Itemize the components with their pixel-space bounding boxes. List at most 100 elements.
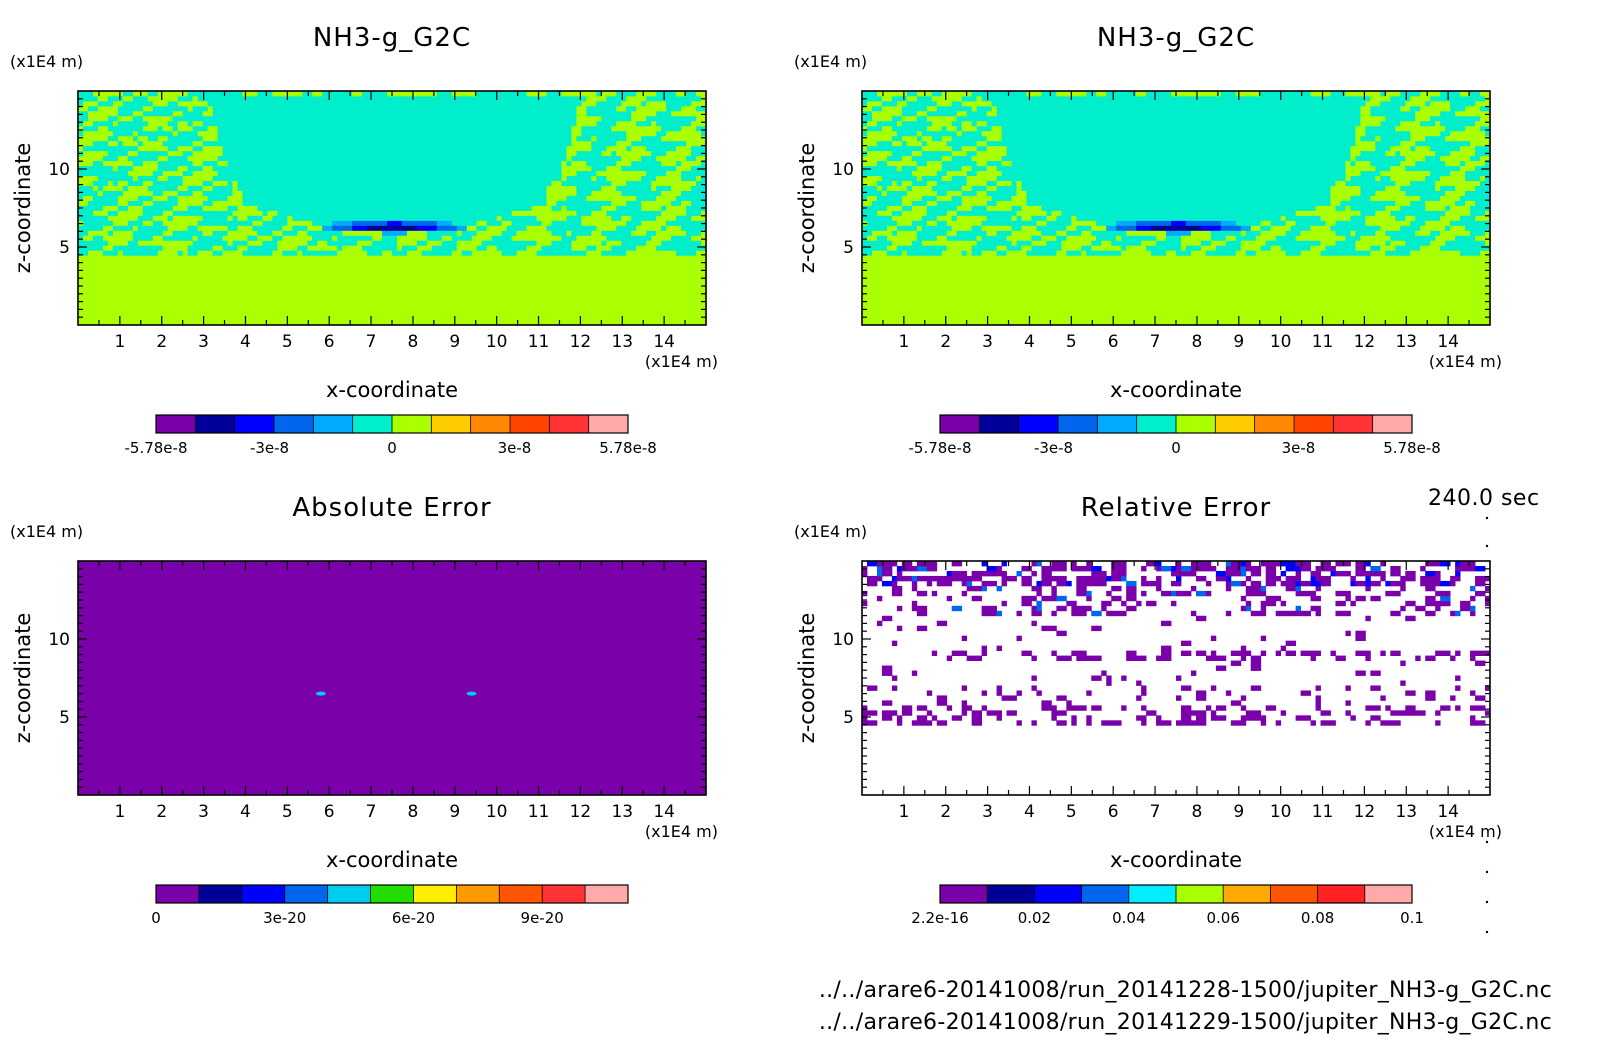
heatmap-cell: [207, 100, 213, 107]
heatmap-cell: [247, 150, 253, 157]
heatmap-cell: [387, 155, 393, 162]
heatmap-cell: [262, 270, 268, 276]
heatmap-cell: [292, 130, 298, 137]
heatmap-cell: [267, 135, 273, 142]
heatmap-cell: [362, 190, 368, 196]
heatmap-cell: [332, 315, 338, 321]
heatmap-cell: [466, 105, 473, 112]
heatmap-cell: [102, 145, 109, 152]
heatmap-cell: [461, 130, 468, 137]
heatmap-cell: [177, 165, 184, 172]
heatmap-cell: [387, 310, 393, 316]
heatmap-cell: [337, 150, 343, 157]
heatmap-cell: [357, 155, 363, 162]
heatmap-cell: [436, 140, 443, 147]
heatmap-cell: [601, 190, 607, 196]
heatmap-cell: [576, 270, 582, 276]
heatmap-cell: [337, 185, 343, 191]
heatmap-cell: [227, 215, 233, 221]
heatmap-cell: [257, 115, 263, 122]
heatmap-cell: [581, 105, 587, 112]
heatmap-cell: [486, 210, 493, 216]
heatmap-cell: [352, 135, 358, 142]
heatmap-cell: [491, 290, 498, 296]
heatmap-cell: [307, 265, 313, 271]
heatmap-cell: [411, 105, 418, 112]
heatmap-cell: [526, 305, 532, 311]
heatmap-cell: [466, 195, 473, 201]
heatmap-cell: [307, 105, 313, 112]
heatmap-cell: [367, 220, 373, 226]
heatmap-cell: [127, 315, 134, 321]
heatmap-cell: [267, 285, 273, 291]
heatmap-cell: [591, 260, 597, 266]
heatmap-cell: [307, 240, 313, 246]
heatmap-cell: [526, 95, 532, 102]
heatmap-cell: [571, 275, 577, 281]
heatmap-cell: [362, 245, 368, 251]
heatmap-cell: [247, 295, 253, 301]
heatmap-cell: [387, 240, 393, 246]
heatmap-cell: [112, 135, 119, 142]
heatmap-cell: [307, 235, 313, 241]
heatmap-cell: [556, 300, 562, 306]
heatmap-cell: [147, 170, 154, 177]
heatmap-cell: [526, 115, 532, 122]
heatmap-cell: [257, 220, 263, 226]
heatmap-cell: [372, 255, 378, 261]
heatmap-cell: [232, 95, 238, 102]
heatmap-cell: [272, 170, 278, 177]
heatmap-cell: [411, 220, 418, 226]
heatmap-cell: [546, 115, 552, 122]
heatmap-cell: [97, 295, 104, 301]
heatmap-cell: [461, 315, 468, 321]
heatmap-cell: [122, 205, 129, 211]
heatmap-cell: [601, 165, 607, 172]
heatmap-cell: [546, 165, 552, 172]
heatmap-cell: [601, 300, 607, 306]
heatmap-cell: [317, 155, 323, 162]
heatmap-cell: [511, 110, 517, 117]
heatmap-cell: [247, 270, 253, 276]
heatmap-cell: [177, 315, 184, 321]
heatmap-cell: [192, 310, 199, 316]
heatmap-cell: [531, 91, 537, 97]
heatmap-cell: [237, 290, 243, 296]
heatmap-cell: [372, 225, 378, 231]
heatmap-cell: [142, 105, 149, 112]
heatmap-cell: [387, 255, 393, 261]
heatmap-cell: [117, 260, 124, 266]
heatmap-cell: [137, 275, 144, 281]
heatmap-cell: [551, 175, 557, 182]
heatmap-cell: [536, 155, 542, 162]
heatmap-cell: [556, 175, 562, 182]
heatmap-cell: [307, 250, 313, 256]
heatmap-cell: [107, 220, 114, 226]
heatmap-cell: [202, 215, 208, 221]
heatmap-cell: [396, 235, 403, 241]
heatmap-cell: [421, 245, 428, 251]
heatmap-cell: [516, 255, 522, 261]
heatmap-cell: [337, 250, 343, 256]
heatmap-cell: [252, 200, 258, 206]
heatmap-cell: [551, 155, 557, 162]
heatmap-cell: [262, 91, 268, 97]
heatmap-cell: [147, 130, 154, 137]
heatmap-cell: [332, 190, 338, 196]
heatmap-cell: [232, 165, 238, 172]
heatmap-cell: [247, 100, 253, 107]
heatmap-cell: [446, 155, 453, 162]
heatmap-cell: [287, 260, 293, 266]
heatmap-cell: [601, 170, 607, 177]
heatmap-cell: [571, 200, 577, 206]
heatmap-cell: [526, 140, 532, 147]
heatmap-cell: [571, 210, 577, 216]
heatmap-cell: [332, 125, 338, 132]
heatmap-cell: [451, 280, 458, 286]
heatmap-cell: [471, 200, 478, 206]
heatmap-cell: [581, 295, 587, 301]
heatmap-cell: [267, 120, 273, 127]
heatmap-cell: [521, 110, 527, 117]
heatmap-cell: [97, 100, 104, 107]
heatmap-cell: [137, 240, 144, 246]
